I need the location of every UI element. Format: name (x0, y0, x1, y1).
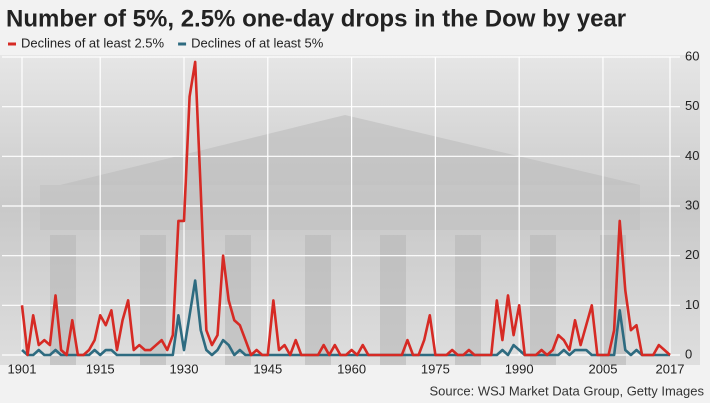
axis-labels: 0 10 20 30 40 50 60 1901 1915 1930 1945 1960 1975 199… (8, 48, 700, 376)
x-tick-label: 1990 (505, 361, 534, 376)
x-tick-label: 1975 (421, 361, 450, 376)
x-tick-label: 1945 (253, 361, 282, 376)
x-tick-label: 2017 (656, 361, 685, 376)
x-tick-label: 1915 (86, 361, 115, 376)
legend-label: Declines of at least 2.5% (21, 35, 165, 50)
y-tick-label: 10 (685, 297, 699, 312)
grid (2, 56, 680, 356)
y-tick-label: 0 (685, 346, 692, 361)
series-line (20, 60, 671, 357)
y-tick-label: 20 (685, 247, 699, 262)
x-tick-label: 1901 (8, 361, 37, 376)
building-columns (40, 115, 640, 365)
plot (20, 60, 671, 357)
y-tick-label: 30 (685, 197, 699, 212)
x-tick-label: 1960 (337, 361, 366, 376)
y-tick-label: 50 (685, 98, 699, 113)
legend-label: Declines of at least 5% (191, 35, 324, 50)
chart-title: Number of 5%, 2.5% one-day drops in the … (6, 5, 626, 32)
y-tick-label: 60 (685, 48, 699, 63)
x-tick-label: 2005 (589, 361, 618, 376)
source: Source: WSJ Market Data Group, Getty Ima… (429, 383, 704, 398)
legend: Declines of at least 2.5% Declines of at … (8, 35, 324, 50)
x-tick-label: 1930 (170, 361, 199, 376)
y-tick-label: 40 (685, 148, 699, 163)
